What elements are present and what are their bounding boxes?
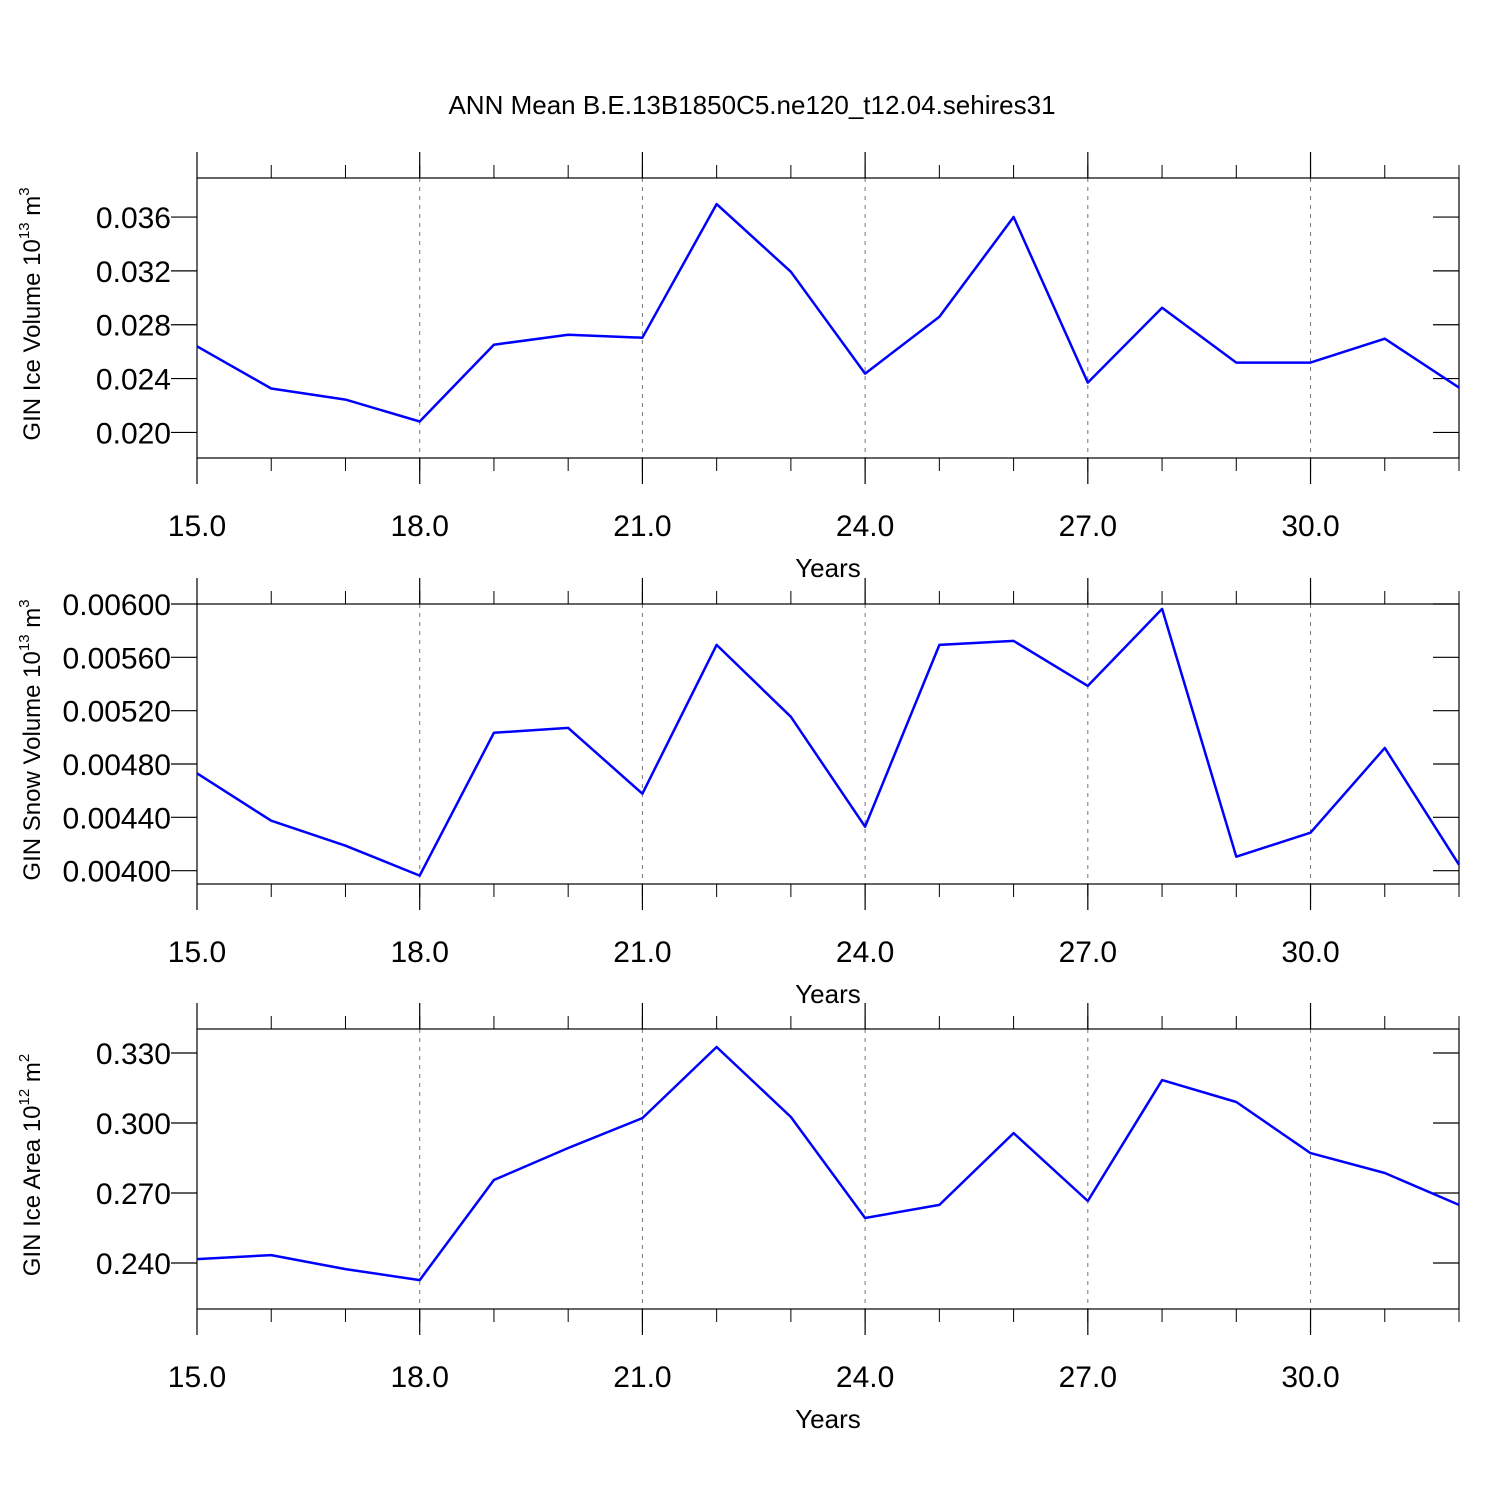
y-axis-label-part: m — [19, 1062, 46, 1089]
y-axis-label-part: 13 — [16, 634, 33, 651]
y-tick-label: 0.240 — [96, 1248, 171, 1281]
y-tick-label: 0.00600 — [63, 589, 171, 622]
x-tick-label: 18.0 — [391, 936, 449, 969]
x-tick-label: 15.0 — [168, 936, 226, 969]
x-tick-label: 21.0 — [613, 936, 671, 969]
y-tick-label: 0.300 — [96, 1108, 171, 1141]
chart-title: ANN Mean B.E.13B1850C5.ne120_t12.04.sehi… — [448, 90, 1055, 120]
y-tick-label: 0.028 — [96, 310, 171, 343]
data-line — [196, 1045, 1460, 1282]
x-tick-label: 27.0 — [1059, 936, 1117, 969]
y-axis-label-part: GIN Ice Volume 10 — [19, 239, 46, 440]
y-axis-label-group: GIN Ice Volume 1013 m3 — [16, 187, 46, 440]
y-axis-label-part: m — [19, 196, 46, 223]
y-tick-label: 0.032 — [96, 256, 171, 289]
x-axis-label: Years — [795, 979, 861, 1009]
x-tick-label: 15.0 — [168, 510, 226, 543]
x-tick-label: 24.0 — [836, 510, 894, 543]
y-tick-label: 0.00440 — [63, 802, 171, 835]
y-tick-label: 0.00480 — [63, 749, 171, 782]
x-tick-label: 27.0 — [1059, 1361, 1117, 1394]
data-line — [196, 202, 1460, 423]
x-tick-label: 24.0 — [836, 936, 894, 969]
data-line — [196, 607, 1461, 877]
y-tick-label: 0.00400 — [63, 856, 171, 889]
y-axis-label-part: GIN Ice Area 10 — [19, 1105, 46, 1276]
x-axis-label: Years — [795, 553, 861, 583]
x-tick-label: 21.0 — [613, 510, 671, 543]
y-axis-label: GIN Ice Area 1012 m2 — [16, 1054, 46, 1276]
y-axis-label-part: GIN Snow Volume 10 — [19, 651, 46, 880]
y-axis-label-group: GIN Snow Volume 1013 m3 — [16, 599, 46, 880]
y-axis-label: GIN Ice Volume 1013 m3 — [16, 187, 46, 440]
x-axis-label: Years — [795, 1404, 861, 1434]
y-tick-label: 0.020 — [96, 417, 171, 450]
y-tick-label: 0.036 — [96, 202, 171, 235]
x-tick-label: 18.0 — [391, 1361, 449, 1394]
y-axis-label-part: 12 — [16, 1089, 33, 1106]
y-tick-label: 0.00560 — [63, 642, 171, 675]
x-tick-label: 21.0 — [613, 1361, 671, 1394]
x-tick-label: 18.0 — [391, 510, 449, 543]
y-tick-label: 0.00520 — [63, 696, 171, 729]
y-axis-label: GIN Snow Volume 1013 m3 — [16, 599, 46, 880]
x-tick-label: 27.0 — [1059, 510, 1117, 543]
x-tick-label: 30.0 — [1281, 936, 1339, 969]
y-axis-label-part: m — [19, 608, 46, 635]
plot-frame — [196, 177, 1460, 459]
plot-frame — [196, 603, 1460, 885]
x-tick-label: 30.0 — [1281, 510, 1339, 543]
y-axis-label-part: 3 — [16, 599, 33, 607]
y-axis-label-part: 13 — [16, 222, 33, 239]
plot-frame — [196, 1028, 1460, 1310]
y-tick-label: 0.330 — [96, 1038, 171, 1071]
y-axis-label-part: 3 — [16, 187, 33, 195]
y-axis-label-part: 2 — [16, 1054, 33, 1062]
y-tick-label: 0.270 — [96, 1178, 171, 1211]
y-axis-label-group: GIN Ice Area 1012 m2 — [16, 1054, 46, 1276]
x-tick-label: 30.0 — [1281, 1361, 1339, 1394]
x-tick-label: 24.0 — [836, 1361, 894, 1394]
y-tick-label: 0.024 — [96, 364, 171, 397]
x-tick-label: 15.0 — [168, 1361, 226, 1394]
